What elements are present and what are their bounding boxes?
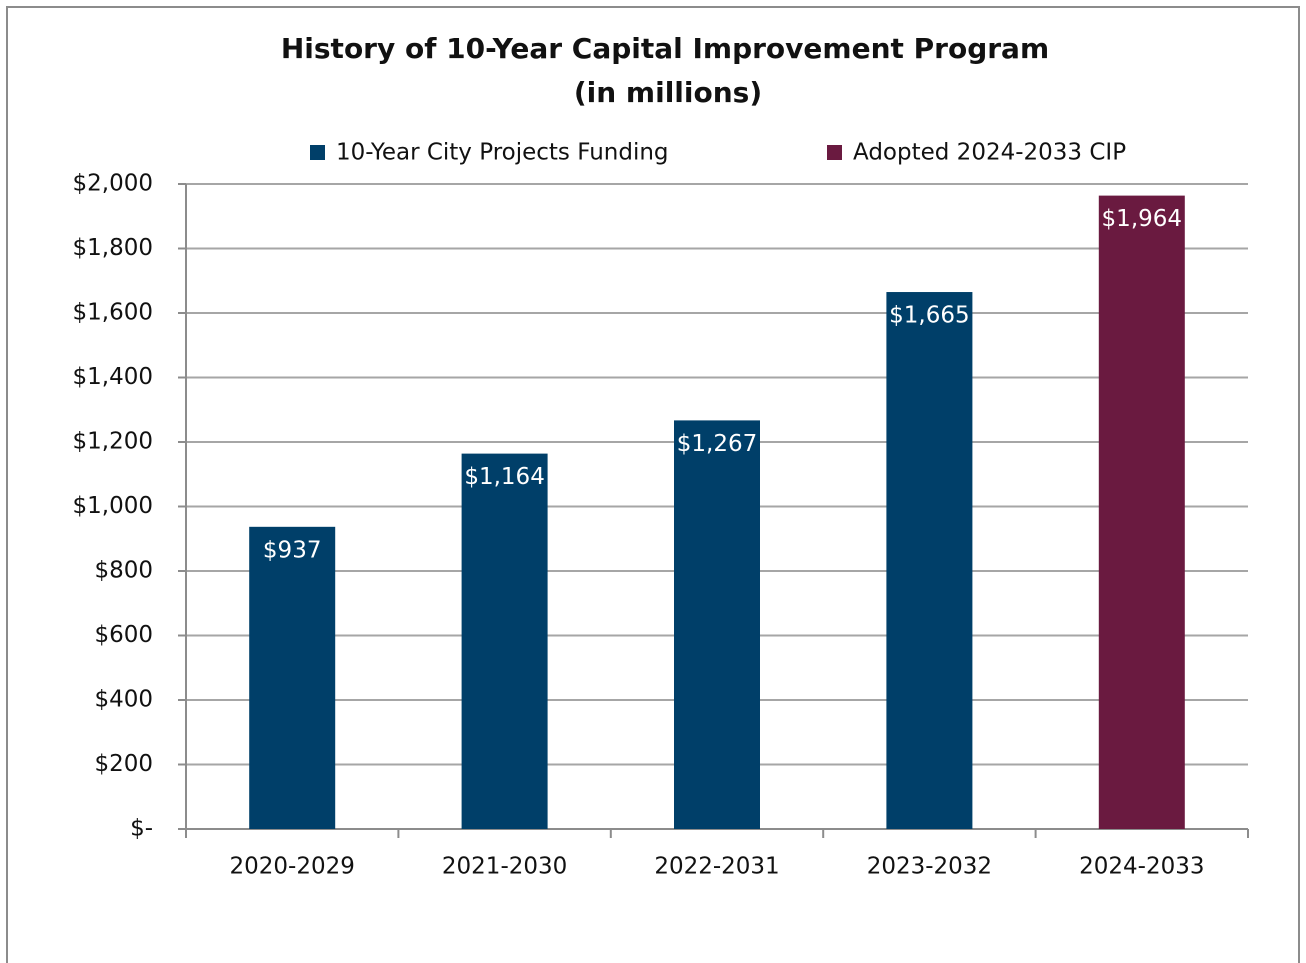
- y-tick-label: $600: [94, 622, 153, 648]
- legend-swatch: [827, 145, 842, 160]
- legend-label: Adopted 2024-2033 CIP: [853, 140, 1126, 166]
- x-tick-label: 2022-2031: [654, 854, 779, 880]
- y-tick-label: $1,800: [73, 235, 153, 261]
- x-tick-label: 2021-2030: [442, 854, 567, 880]
- value-label: $1,665: [889, 303, 969, 329]
- legend-swatch: [310, 145, 325, 160]
- chart-title: History of 10-Year Capital Improvement P…: [281, 32, 1049, 65]
- x-tick-label: 2020-2029: [230, 854, 355, 880]
- value-label: $937: [263, 537, 322, 563]
- y-tick-label: $1,400: [73, 364, 153, 390]
- bar: [886, 292, 973, 830]
- bar: [461, 453, 548, 829]
- bar: [674, 420, 760, 829]
- value-label: $1,267: [677, 431, 757, 457]
- y-tick-label: $400: [94, 687, 153, 713]
- y-tick-label: $-: [130, 816, 153, 842]
- y-tick-label: $2,000: [73, 171, 153, 197]
- x-tick-label: 2024-2033: [1079, 854, 1204, 880]
- value-label: $1,164: [464, 464, 544, 490]
- y-tick-label: $200: [94, 751, 153, 777]
- value-label: $1,964: [1102, 206, 1182, 232]
- chart-subtitle: (in millions): [574, 76, 762, 109]
- y-tick-label: $1,000: [73, 493, 153, 519]
- bar: [1098, 195, 1185, 830]
- y-tick-label: $1,600: [73, 300, 153, 326]
- x-tick-label: 2023-2032: [867, 854, 992, 880]
- y-tick-label: $800: [94, 558, 153, 584]
- chart-frame: [6, 6, 1300, 963]
- y-tick-label: $1,200: [73, 429, 153, 455]
- bar: [249, 526, 336, 829]
- legend-label: 10-Year City Projects Funding: [336, 140, 669, 166]
